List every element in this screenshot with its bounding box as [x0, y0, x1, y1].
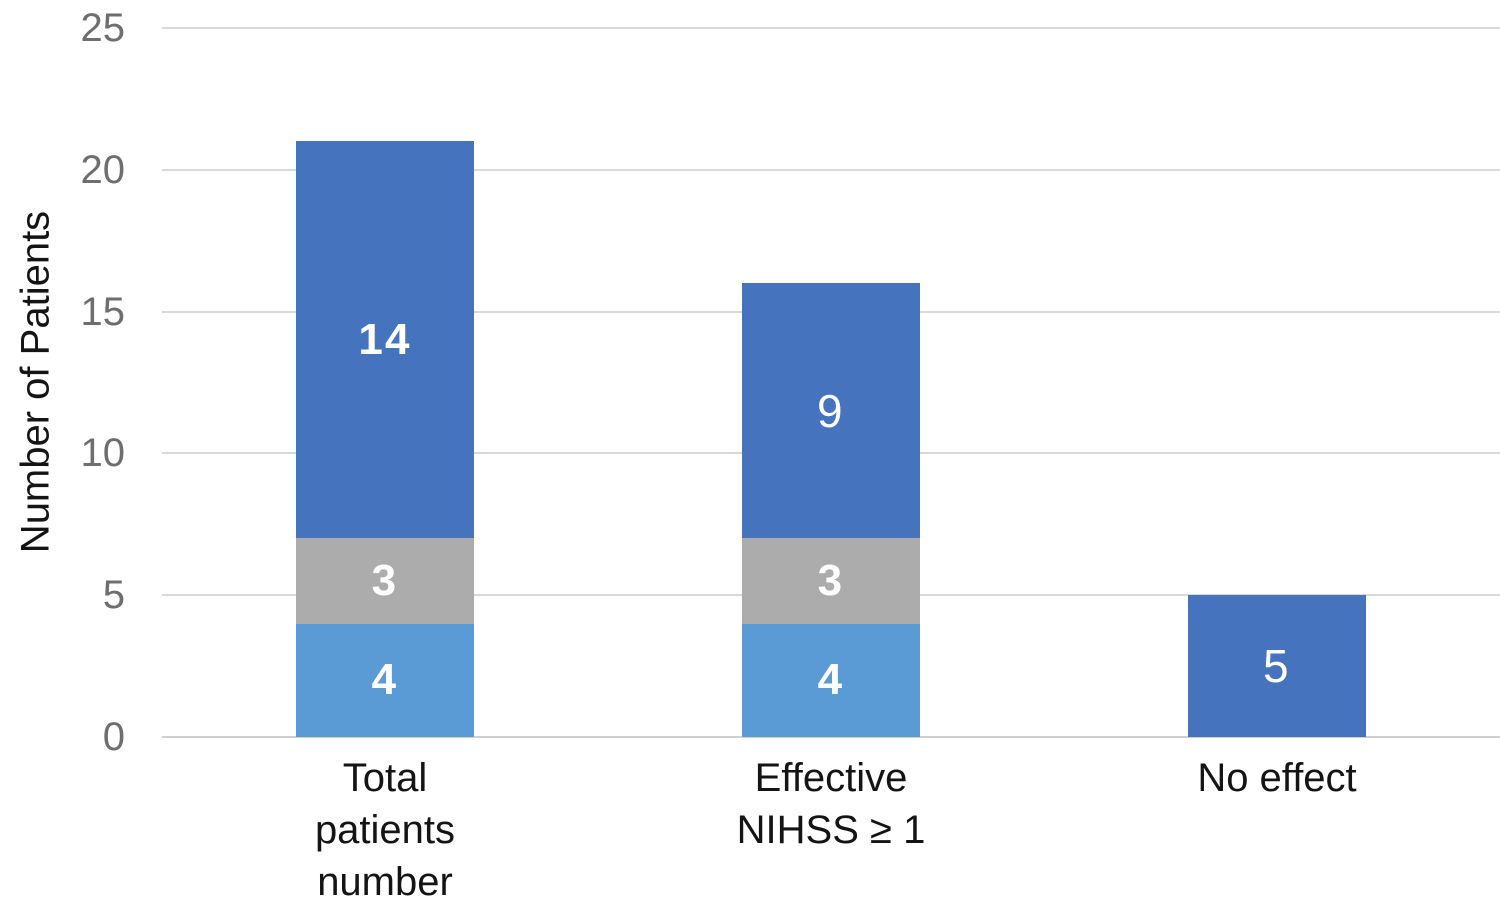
gridline: [162, 168, 1500, 171]
bar: 4 3 14: [296, 141, 474, 737]
bar-segment: 3: [296, 538, 474, 624]
x-category-label: Total patients number: [314, 756, 456, 904]
y-tick-label: 0: [102, 715, 125, 759]
bar: 4 3 9: [742, 283, 920, 737]
y-tick-label: 15: [80, 289, 126, 334]
bar-segment-label: 14: [358, 314, 412, 364]
bar-segment-label: 3: [817, 556, 845, 606]
bar-segment: 3: [742, 538, 920, 624]
bar-segment-label: 4: [817, 655, 845, 705]
y-tick-label: 10: [80, 431, 126, 476]
bar-segment: 4: [742, 623, 920, 737]
bar-segment: 9: [742, 283, 920, 539]
bar-segment: 4: [296, 623, 474, 737]
bar: 5: [1188, 595, 1366, 737]
y-tick-label: 20: [80, 147, 126, 192]
x-category-label: No effect: [1197, 756, 1357, 800]
bar-segment-label: 4: [371, 655, 399, 705]
y-tick-label: 25: [80, 6, 126, 50]
gridline: [162, 27, 1500, 29]
bar-segment: 5: [1188, 595, 1366, 737]
bar-segment-label: 3: [371, 556, 399, 606]
y-tick-label: 5: [102, 573, 125, 618]
bar-segment: 14: [296, 141, 474, 539]
x-axis-line: [162, 736, 1500, 738]
x-category-label: Effective NIHSS ≥ 1: [736, 756, 926, 852]
bar-segment-label: 5: [1263, 640, 1291, 693]
y-axis-title: Number of Patients: [13, 210, 58, 554]
bar-segment-label: 9: [817, 384, 845, 437]
